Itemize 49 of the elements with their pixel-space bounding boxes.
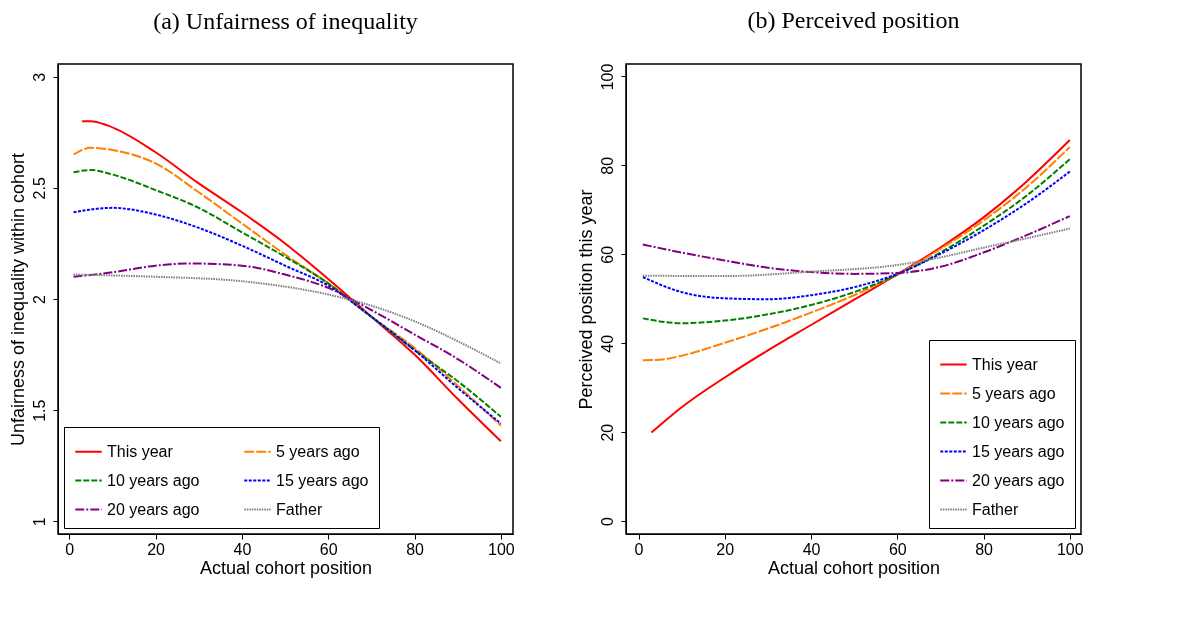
line-series [72, 262, 502, 389]
legend-label: 15 years ago [276, 471, 369, 489]
y-tick-label: 1.5 [30, 399, 48, 422]
line-series [641, 158, 1071, 325]
legend-label: Father [276, 500, 323, 518]
y-axis-title: Perceived position this year [575, 189, 596, 410]
x-tick-label: 0 [634, 540, 644, 558]
x-tick-label: 0 [65, 540, 75, 558]
y-tick-label: 3 [30, 72, 48, 82]
y-tick-label: 1 [30, 517, 48, 527]
line-series [641, 215, 1071, 275]
x-tick-label: 40 [233, 540, 252, 558]
y-tick-label: 20 [598, 423, 616, 442]
legend-label: 5 years ago [972, 384, 1056, 402]
y-tick-label: 2.5 [30, 177, 48, 200]
legend-label: This year [107, 442, 174, 460]
legend-label: 10 years ago [107, 471, 200, 489]
chart-title: (a) Unfairness of inequality [153, 8, 418, 34]
x-tick-label: 80 [406, 540, 425, 558]
x-tick-label: 100 [1056, 540, 1084, 558]
y-tick-label: 80 [598, 156, 616, 175]
legend-label: 5 years ago [276, 442, 360, 460]
y-tick-label: 2 [30, 294, 48, 304]
y-tick-label: 40 [598, 334, 616, 353]
line-series [641, 227, 1071, 278]
x-tick-label: 100 [488, 540, 515, 558]
x-tick-label: 20 [716, 540, 735, 558]
x-tick-label: 60 [319, 540, 338, 558]
line-series [72, 273, 502, 365]
legend-label: 10 years ago [972, 413, 1065, 431]
chart-title: (b) Perceived position [747, 7, 960, 34]
x-tick-label: 20 [147, 540, 166, 558]
x-tick-label: 80 [975, 540, 994, 558]
line-series [641, 170, 1071, 301]
legend-label: This year [972, 355, 1039, 373]
legend-label: Father [972, 500, 1019, 518]
x-tick-label: 40 [802, 540, 821, 558]
legend-label: 15 years ago [972, 442, 1065, 460]
y-tick-label: 0 [598, 517, 616, 527]
y-tick-label: 100 [598, 63, 616, 91]
x-axis-title: Actual cohort position [767, 557, 941, 578]
y-axis-title: Unfairness of inequality within cohort [7, 152, 28, 447]
x-tick-label: 60 [888, 540, 907, 558]
line-series [650, 139, 1071, 434]
legend-label: 20 years ago [107, 500, 200, 518]
line-series [72, 206, 502, 425]
legend-label: 20 years ago [972, 471, 1065, 489]
y-tick-label: 60 [598, 245, 616, 264]
x-axis-title: Actual cohort position [199, 557, 373, 578]
